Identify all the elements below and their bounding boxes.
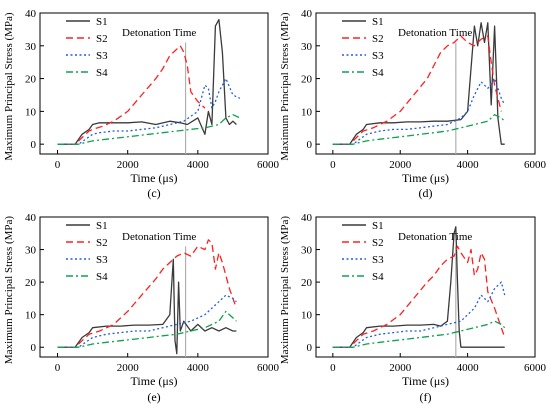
x-tick-label: 2000 bbox=[389, 362, 412, 374]
legend-label-s2: S2 bbox=[372, 33, 384, 45]
x-tick-label: 0 bbox=[330, 159, 336, 171]
series-line-s1 bbox=[57, 258, 237, 355]
legend-label-s3: S3 bbox=[96, 50, 108, 62]
x-tick-label: 0 bbox=[55, 362, 61, 374]
detonation-time-annotation: Detonation Time bbox=[398, 231, 472, 243]
series-line-s3 bbox=[57, 77, 241, 145]
series-line-s2 bbox=[332, 35, 502, 145]
y-tick-label: 10 bbox=[301, 106, 313, 118]
x-tick-label: 4000 bbox=[457, 159, 480, 171]
series-line-s3 bbox=[332, 281, 506, 348]
y-tick-label: 40 bbox=[25, 212, 37, 224]
x-tick-label: 4000 bbox=[187, 362, 210, 374]
y-tick-label: 20 bbox=[25, 277, 37, 289]
y-axis-title: Maximum Principal Stress (MPa) bbox=[279, 12, 291, 161]
x-tick-label: 0 bbox=[330, 362, 336, 374]
y-axis-title: Maximum Principal Stress (MPa) bbox=[3, 12, 15, 161]
x-tick-label: 2000 bbox=[117, 159, 140, 171]
legend-label-s1: S1 bbox=[372, 220, 384, 232]
y-tick-label: 0 bbox=[31, 139, 37, 151]
legend-label-s4: S4 bbox=[372, 271, 384, 283]
panel-e: 0 2000 4000 6000 0 10 20 30 40 S1 S2 S3 S4 Detonation… bbox=[3, 212, 280, 404]
y-tick-label: 10 bbox=[301, 310, 313, 322]
series-line-s4 bbox=[332, 320, 506, 348]
panel-c: 0 2000 4000 6000 0 10 20 30 40 S1 S2 S3 S4 Detonation… bbox=[3, 8, 280, 200]
legend-label-s3: S3 bbox=[372, 254, 384, 266]
series-line-s4 bbox=[57, 114, 241, 145]
y-axis-title: Maximum Principal Stress (MPa) bbox=[3, 216, 15, 365]
legend-label-s2: S2 bbox=[96, 237, 108, 249]
y-tick-label: 30 bbox=[301, 245, 313, 257]
y-tick-label: 30 bbox=[25, 245, 37, 257]
y-tick-label: 30 bbox=[301, 41, 313, 53]
panel-label: (d) bbox=[419, 186, 433, 200]
series-line-s2 bbox=[57, 45, 206, 145]
panel-label: (e) bbox=[147, 390, 160, 404]
series-line-s1 bbox=[57, 18, 237, 145]
x-tick-label: 2000 bbox=[117, 362, 140, 374]
x-axis-title: Time (μs) bbox=[131, 374, 178, 388]
y-tick-label: 20 bbox=[301, 277, 313, 289]
series-line-s3 bbox=[57, 294, 237, 348]
series-line-s2 bbox=[57, 239, 238, 348]
series-line-s1 bbox=[332, 226, 505, 348]
x-axis-title: Time (μs) bbox=[131, 171, 178, 185]
panel-f: 0 2000 4000 6000 0 10 20 30 40 S1 S2 S3 S4 Detonation… bbox=[279, 212, 547, 404]
x-tick-label: 6000 bbox=[524, 362, 547, 374]
legend-label-s3: S3 bbox=[372, 50, 384, 62]
legend-label-s2: S2 bbox=[96, 33, 108, 45]
y-tick-label: 40 bbox=[25, 8, 37, 20]
x-axis-title: Time (μs) bbox=[402, 171, 449, 185]
legend-label-s1: S1 bbox=[372, 16, 384, 28]
y-tick-label: 10 bbox=[25, 106, 37, 118]
y-tick-label: 30 bbox=[25, 41, 37, 53]
panel-d: 0 2000 4000 6000 0 10 20 30 40 S1 S2 S3 S4 Detonation… bbox=[279, 8, 547, 200]
detonation-time-annotation: Detonation Time bbox=[398, 27, 472, 39]
plot-frame bbox=[315, 216, 536, 358]
x-tick-label: 6000 bbox=[257, 159, 280, 171]
legend-label-s1: S1 bbox=[96, 16, 108, 28]
plot-frame bbox=[39, 12, 269, 155]
x-tick-label: 6000 bbox=[257, 362, 280, 374]
y-axis-title: Maximum Principal Stress (MPa) bbox=[279, 216, 291, 365]
detonation-time-annotation: Detonation Time bbox=[122, 27, 196, 39]
y-tick-label: 10 bbox=[25, 310, 37, 322]
series-line-s4 bbox=[57, 310, 237, 348]
y-tick-label: 0 bbox=[307, 139, 313, 151]
x-tick-label: 4000 bbox=[187, 159, 210, 171]
series-line-s1 bbox=[332, 22, 505, 145]
x-tick-label: 2000 bbox=[389, 159, 412, 171]
y-tick-label: 40 bbox=[301, 212, 313, 224]
legend-label-s4: S4 bbox=[96, 271, 108, 283]
y-tick-label: 20 bbox=[25, 74, 37, 86]
series-line-s4 bbox=[332, 114, 506, 145]
detonation-time-annotation: Detonation Time bbox=[122, 231, 196, 243]
legend-label-s3: S3 bbox=[96, 254, 108, 266]
y-tick-label: 0 bbox=[31, 342, 37, 354]
x-tick-label: 0 bbox=[55, 159, 61, 171]
legend-label-s2: S2 bbox=[372, 237, 384, 249]
y-tick-label: 20 bbox=[301, 74, 313, 86]
panel-label: (c) bbox=[147, 186, 160, 200]
legend-label-s1: S1 bbox=[96, 220, 108, 232]
plot-frame bbox=[315, 12, 536, 155]
legend-label-s4: S4 bbox=[372, 67, 384, 79]
x-tick-label: 4000 bbox=[457, 362, 480, 374]
y-tick-label: 40 bbox=[301, 8, 313, 20]
series-line-s2 bbox=[332, 245, 506, 348]
plot-frame bbox=[39, 216, 269, 358]
x-axis-title: Time (μs) bbox=[402, 374, 449, 388]
y-tick-label: 0 bbox=[307, 342, 313, 354]
legend-label-s4: S4 bbox=[96, 67, 108, 79]
panel-label: (f) bbox=[420, 390, 432, 404]
x-tick-label: 6000 bbox=[524, 159, 547, 171]
